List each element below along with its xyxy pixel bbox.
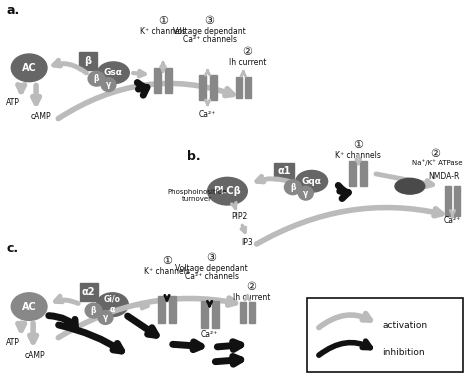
Bar — [80, 283, 97, 301]
Bar — [211, 301, 219, 328]
Text: AC: AC — [22, 63, 37, 73]
Text: inhibition: inhibition — [382, 349, 425, 357]
Ellipse shape — [395, 178, 425, 194]
Text: Ca²⁺: Ca²⁺ — [199, 110, 216, 119]
Text: b.: b. — [187, 150, 201, 163]
Text: Ca²⁺: Ca²⁺ — [444, 216, 461, 225]
Ellipse shape — [11, 54, 47, 82]
Text: α2: α2 — [82, 287, 96, 297]
Text: γ: γ — [303, 189, 309, 198]
Text: PIP2: PIP2 — [231, 212, 247, 221]
Text: c.: c. — [6, 242, 18, 255]
Ellipse shape — [98, 311, 113, 324]
Bar — [274, 162, 294, 180]
Text: AC: AC — [22, 302, 37, 312]
Text: β: β — [290, 183, 296, 192]
Text: α1: α1 — [277, 167, 291, 177]
Bar — [169, 296, 176, 323]
Text: K⁺ channels: K⁺ channels — [144, 267, 190, 276]
Bar — [360, 160, 367, 186]
Bar — [240, 302, 246, 323]
Ellipse shape — [101, 78, 116, 92]
Ellipse shape — [97, 293, 128, 316]
Text: Phosphoinositide
turnover: Phosphoinositide turnover — [167, 189, 227, 202]
Bar — [445, 186, 451, 216]
Text: K⁺ channels: K⁺ channels — [140, 27, 186, 36]
Ellipse shape — [298, 186, 313, 200]
Bar — [236, 77, 242, 98]
Text: Na⁺/K⁺ ATPase: Na⁺/K⁺ ATPase — [413, 159, 463, 165]
Text: β: β — [84, 56, 91, 66]
Ellipse shape — [97, 62, 130, 83]
Text: β: β — [94, 74, 99, 83]
Text: Ca²⁺: Ca²⁺ — [201, 330, 218, 339]
Text: NMDA-R: NMDA-R — [428, 172, 460, 181]
Bar — [165, 68, 172, 93]
Text: Ih current: Ih current — [233, 293, 270, 302]
Bar — [210, 75, 217, 100]
Ellipse shape — [208, 177, 247, 205]
Text: a.: a. — [6, 3, 20, 16]
Text: Voltage dependant: Voltage dependant — [175, 264, 248, 273]
Text: ①: ① — [162, 256, 172, 266]
Text: ATP: ATP — [6, 98, 20, 107]
Ellipse shape — [85, 303, 102, 318]
Text: γ: γ — [106, 80, 111, 89]
Bar — [245, 77, 251, 98]
Text: ①: ① — [353, 140, 363, 150]
Bar — [158, 296, 165, 323]
Text: Ca²⁺ channels: Ca²⁺ channels — [183, 35, 236, 44]
Text: Ca²⁺ channels: Ca²⁺ channels — [185, 272, 239, 281]
Text: IP3: IP3 — [242, 239, 253, 247]
Text: ①: ① — [158, 16, 168, 26]
Bar — [154, 68, 161, 93]
Text: PLCβ: PLCβ — [213, 186, 241, 196]
Text: ③: ③ — [207, 253, 217, 263]
Ellipse shape — [296, 170, 328, 192]
Bar — [79, 52, 97, 70]
Text: ②: ② — [430, 149, 441, 159]
Ellipse shape — [11, 293, 47, 321]
Text: Gi/o
α: Gi/o α — [104, 295, 121, 314]
Bar — [199, 75, 206, 100]
Text: ②: ② — [242, 47, 252, 57]
Ellipse shape — [88, 71, 105, 86]
Bar — [307, 298, 463, 372]
Text: K⁺ channels: K⁺ channels — [335, 151, 381, 160]
Text: γ: γ — [103, 313, 108, 322]
Bar — [349, 160, 357, 186]
Text: Gsα: Gsα — [104, 68, 123, 77]
Text: Gqα: Gqα — [302, 177, 322, 186]
Text: activation: activation — [382, 321, 427, 330]
Text: Ih current: Ih current — [228, 58, 266, 67]
Bar — [454, 186, 460, 216]
Bar — [249, 302, 255, 323]
Text: ATP: ATP — [6, 338, 20, 347]
Text: β: β — [91, 306, 97, 315]
Text: Voltage dependant: Voltage dependant — [173, 27, 246, 36]
Text: ②: ② — [246, 282, 256, 292]
Bar — [201, 301, 208, 328]
Text: ③: ③ — [204, 16, 215, 26]
Text: cAMP: cAMP — [31, 112, 51, 121]
Text: cAMP: cAMP — [25, 351, 45, 360]
Ellipse shape — [284, 180, 301, 195]
